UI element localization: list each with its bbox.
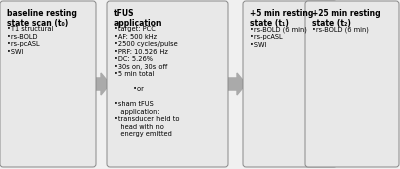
FancyBboxPatch shape (107, 1, 228, 167)
Polygon shape (94, 73, 110, 95)
FancyBboxPatch shape (305, 1, 399, 167)
Text: tFUS
application: tFUS application (114, 9, 162, 28)
Polygon shape (299, 73, 335, 95)
FancyBboxPatch shape (0, 1, 96, 167)
Text: +25 min resting
state (t₂): +25 min resting state (t₂) (312, 9, 381, 28)
Text: •rs-BOLD (6 min)
•rs-pcASL
•SWI: •rs-BOLD (6 min) •rs-pcASL •SWI (250, 26, 307, 48)
FancyBboxPatch shape (243, 1, 337, 167)
Text: •T1 structural
•rs-BOLD
•rs-pcASL
•SWI: •T1 structural •rs-BOLD •rs-pcASL •SWI (7, 26, 53, 55)
Text: •target: PCC
•AF: 500 kHz
•2500 cycles/pulse
•PRF: 10.526 Hz
•DC: 5.26%
•30s on,: •target: PCC •AF: 500 kHz •2500 cycles/p… (114, 26, 180, 137)
Polygon shape (226, 73, 246, 95)
Text: •rs-BOLD (6 min): •rs-BOLD (6 min) (312, 26, 369, 33)
Text: +5 min resting
state (t₁): +5 min resting state (t₁) (250, 9, 313, 28)
Text: baseline resting
state scan (t₀): baseline resting state scan (t₀) (7, 9, 77, 28)
